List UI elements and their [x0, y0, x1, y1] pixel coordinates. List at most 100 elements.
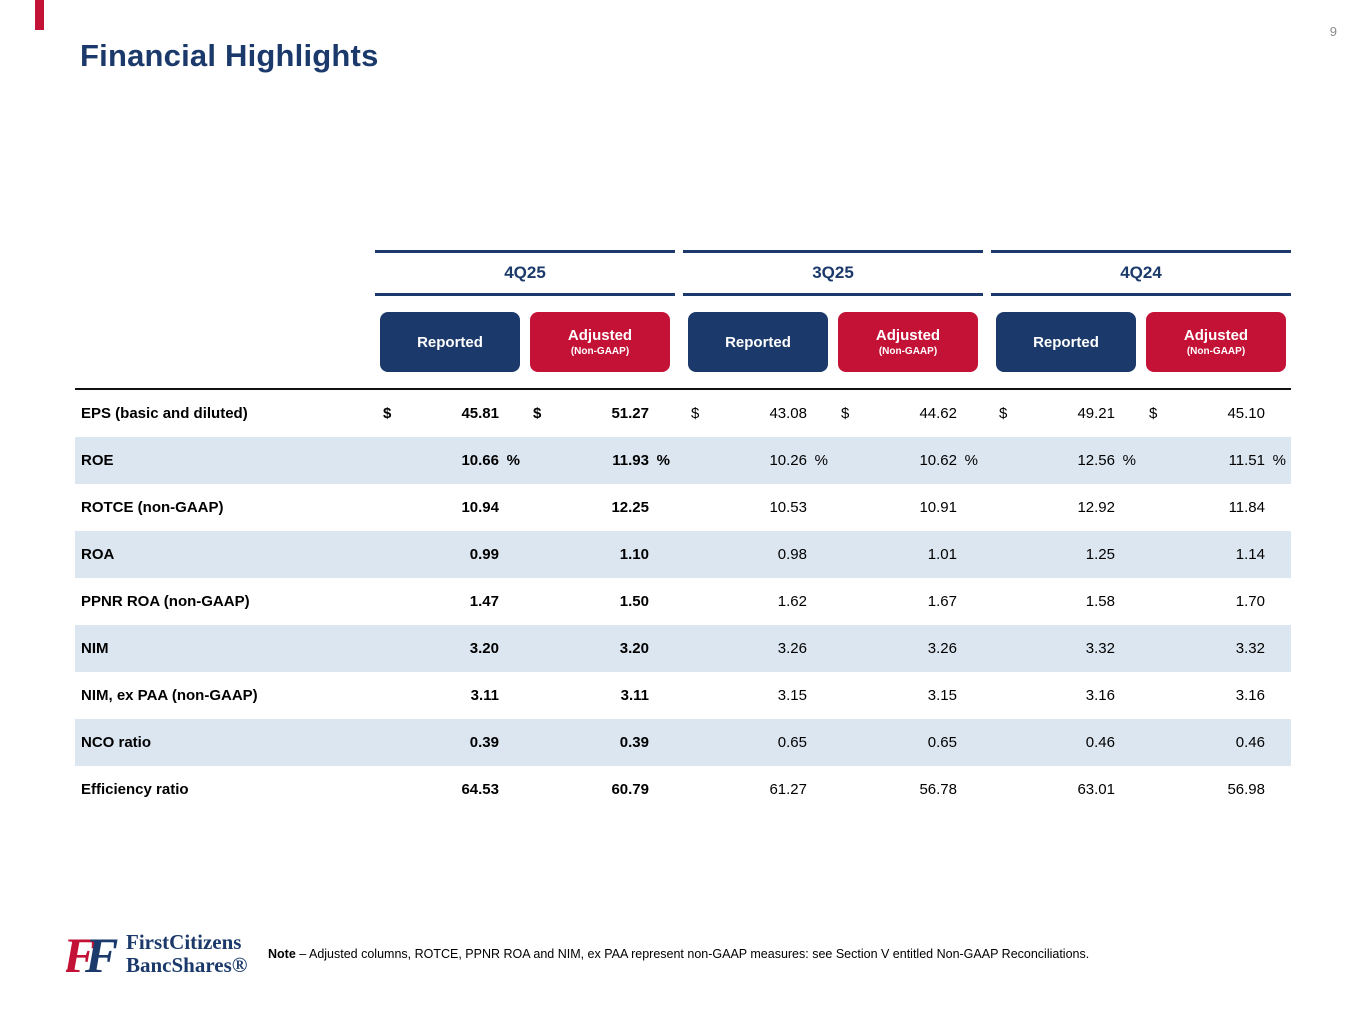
- value-cell: $43.08: [683, 405, 833, 422]
- page-number: 9: [1329, 24, 1337, 39]
- footnote-label: Note: [268, 947, 296, 961]
- value: 11.84: [1228, 499, 1265, 516]
- value-cell: 61.27: [683, 781, 833, 798]
- table-row: PPNR ROA (non-GAAP) 1.47 1.50 1.62 1.67 1.58 1…: [75, 578, 1291, 625]
- logo-letter-navy: F: [84, 930, 118, 978]
- value: 12.25: [611, 499, 649, 516]
- value: 10.91: [919, 499, 957, 516]
- value-cell: 3.15: [683, 687, 833, 704]
- first-citizens-logo: F F FirstCitizens BancShares®: [66, 930, 248, 978]
- value: 3.16: [1235, 687, 1265, 704]
- logo-monogram-icon: F F: [66, 930, 118, 978]
- value-cell: 10.94: [375, 499, 525, 516]
- value: 56.78: [919, 781, 957, 798]
- value: 11.93: [612, 452, 649, 469]
- percent-symbol: %: [1272, 452, 1286, 469]
- adjusted-sublabel: (Non-GAAP): [1186, 346, 1246, 357]
- value-cell: 56.98: [1141, 781, 1291, 798]
- logo-line-2: BancShares®: [126, 953, 248, 977]
- value: 10.94: [461, 499, 499, 516]
- value: 11.51: [1228, 452, 1265, 469]
- value-cell: 1.70: [1141, 593, 1291, 610]
- value-cell: 3.11: [375, 687, 525, 704]
- value-cell: 3.32: [1141, 640, 1291, 657]
- value-cell: 1.47: [375, 593, 525, 610]
- footnote: Note – Adjusted columns, ROTCE, PPNR ROA…: [268, 947, 1188, 963]
- value: 3.16: [1085, 687, 1115, 704]
- table-row: ROTCE (non-GAAP) 10.94 12.25 10.53 10.91 12.9…: [75, 484, 1291, 531]
- value-cell: 3.20: [375, 640, 525, 657]
- adjusted-sublabel: (Non-GAAP): [878, 346, 938, 357]
- value: 10.53: [769, 499, 807, 516]
- logo-letter-red: F: [66, 930, 96, 978]
- value: 45.81: [461, 405, 499, 422]
- table-row: NCO ratio 0.39 0.39 0.65 0.65 0.46 0.46: [75, 719, 1291, 766]
- table-body: EPS (basic and diluted) $45.81 $51.27 $43.0…: [75, 388, 1291, 813]
- value-cell: 10.66%: [375, 452, 525, 469]
- footnote-text: – Adjusted columns, ROTCE, PPNR ROA and …: [295, 947, 1090, 961]
- value: 10.62: [919, 452, 957, 469]
- currency-symbol: $: [691, 405, 700, 422]
- value-cell: 3.11: [525, 687, 675, 704]
- row-label: NIM, ex PAA (non-GAAP): [81, 687, 258, 704]
- value: 1.70: [1235, 593, 1265, 610]
- value-cell: 12.92: [991, 499, 1141, 516]
- value: 51.27: [611, 405, 649, 422]
- value-cell: 0.65: [833, 734, 983, 751]
- table-row: ROA 0.99 1.10 0.98 1.01 1.25 1.14: [75, 531, 1291, 578]
- value: 0.46: [1085, 734, 1115, 751]
- value: 1.58: [1085, 593, 1115, 610]
- value: 1.47: [469, 593, 499, 610]
- reported-label: Reported: [417, 333, 483, 351]
- value-cell: 3.26: [683, 640, 833, 657]
- value: 10.66: [461, 452, 499, 469]
- value-cell: $44.62: [833, 405, 983, 422]
- value-cell: 0.46: [991, 734, 1141, 751]
- value: 56.98: [1227, 781, 1265, 798]
- value: 3.20: [619, 640, 649, 657]
- value-cell: 3.20: [525, 640, 675, 657]
- value-cell: 3.15: [833, 687, 983, 704]
- value-cell: 1.10: [525, 546, 675, 563]
- value: 61.27: [769, 781, 807, 798]
- percent-symbol: %: [656, 452, 670, 469]
- percent-symbol: %: [814, 452, 828, 469]
- value-cell: 1.01: [833, 546, 983, 563]
- adjusted-label: Adjusted: [875, 327, 941, 344]
- value: 0.39: [619, 734, 649, 751]
- value-cell: 1.67: [833, 593, 983, 610]
- adjusted-column-header: Adjusted (Non-GAAP): [833, 312, 983, 372]
- value-cell: 0.39: [375, 734, 525, 751]
- value: 1.01: [927, 546, 957, 563]
- adjusted-column-header: Adjusted (Non-GAAP): [525, 312, 675, 372]
- percent-symbol: %: [1122, 452, 1136, 469]
- period-group-3q25: 3Q25 Reported Adjusted (Non-GAAP): [683, 250, 983, 388]
- value: 43.08: [769, 405, 807, 422]
- value: 60.79: [611, 781, 649, 798]
- currency-symbol: $: [999, 405, 1008, 422]
- period-group-4q25: 4Q25 Reported Adjusted (Non-GAAP): [375, 250, 675, 388]
- value: 12.92: [1077, 499, 1115, 516]
- value-cell: 3.26: [833, 640, 983, 657]
- row-label: PPNR ROA (non-GAAP): [81, 593, 250, 610]
- currency-symbol: $: [1149, 405, 1158, 422]
- value: 0.99: [469, 546, 499, 563]
- adjusted-label: Adjusted: [567, 327, 633, 344]
- currency-symbol: $: [383, 405, 392, 422]
- table-row: Efficiency ratio 64.53 60.79 61.27 56.78 63.0…: [75, 766, 1291, 813]
- value: 10.26: [769, 452, 807, 469]
- value-cell: 3.32: [991, 640, 1141, 657]
- logo-line-1: FirstCitizens: [126, 930, 242, 955]
- value: 1.25: [1085, 546, 1115, 563]
- value: 3.32: [1235, 640, 1265, 657]
- value-cell: 63.01: [991, 781, 1141, 798]
- value-cell: 10.91: [833, 499, 983, 516]
- value: 1.67: [927, 593, 957, 610]
- adjusted-label: Adjusted: [1183, 327, 1249, 344]
- value-cell: 12.25: [525, 499, 675, 516]
- logo-wordmark: FirstCitizens BancShares®: [126, 931, 248, 976]
- value-cell: 12.56%: [991, 452, 1141, 469]
- percent-symbol: %: [964, 452, 978, 469]
- value: 0.46: [1235, 734, 1265, 751]
